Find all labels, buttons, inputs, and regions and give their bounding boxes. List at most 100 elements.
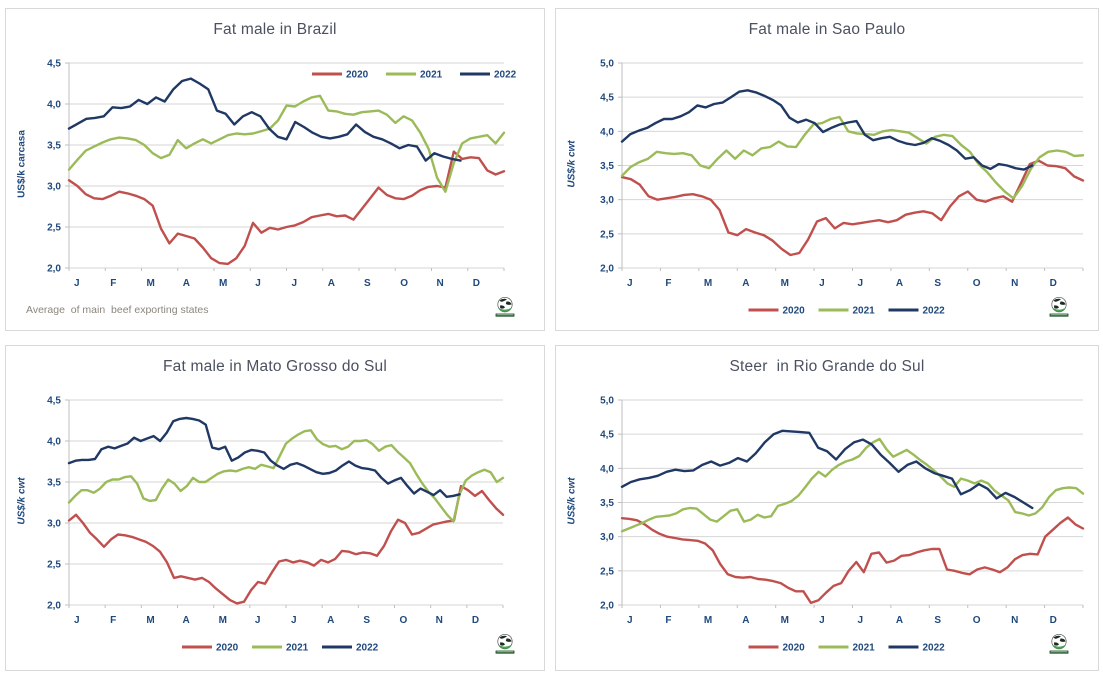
legend-label-2021: 2021 [420,70,443,81]
x-month-label: J [627,278,633,289]
series-line-2022 [67,416,461,499]
x-month-label: M [147,278,155,289]
x-month-label: J [291,615,297,626]
chart-panel-mato-grosso: Fat male in Mato Grosso do Sul US$/k cwt… [5,345,545,671]
series-line-2021 [620,437,1085,533]
chart-panel-rio-grande: Steer in Rio Grande do Sul US$/k cwt 5,0… [555,345,1099,671]
series-line-2021 [67,429,505,523]
x-month-label: M [146,615,154,626]
x-month-label: J [255,615,261,626]
chart-plot-brazil: 4,5 4,0 3,5 3,0 2,5 2,0 J F M A M J J A S O N D 2020 2021 20… [47,59,517,290]
legend-label-2020: 2020 [783,643,806,654]
x-month-label: J [292,278,298,289]
series-line-2021 [620,115,1085,200]
legend-label-2020: 2020 [216,643,239,654]
x-month-label: J [819,278,825,289]
y-tick-label: 4,0 [47,100,61,111]
y-tick-label: 2,5 [47,223,61,234]
y-tick-label: 2,5 [600,566,614,577]
x-month-label: S [364,278,371,289]
x-month-label: M [781,278,789,289]
chart-footnote: Average of main beef exporting states [26,304,209,316]
y-tick-label: 3,5 [600,498,614,509]
y-tick-label: 3,5 [47,478,61,489]
legend-label-2020: 2020 [783,306,806,317]
x-month-label: F [110,278,116,289]
x-month-label: J [819,615,825,626]
y-tick-label: 4,0 [600,127,614,138]
y-tick-label: 2,0 [47,601,61,612]
world-beef-globe-logo [1049,633,1069,654]
x-month-label: D [1050,278,1057,289]
x-month-label: J [74,615,80,626]
x-month-label: J [858,615,864,626]
y-tick-label: 3,0 [600,195,614,206]
x-month-label: N [1011,278,1018,289]
x-month-label: N [437,278,444,289]
y-tick-label: 5,0 [600,396,614,407]
y-tick-label: 2,5 [47,560,61,571]
y-tick-label: 3,5 [47,141,61,152]
legend-label-2021: 2021 [853,643,876,654]
x-month-label: D [1050,615,1057,626]
x-month-label: A [327,615,334,626]
world-beef-globe-logo [495,296,515,317]
x-month-label: J [627,615,633,626]
y-tick-label: 2,0 [600,601,614,612]
chart-title-brazil: Fat male in Brazil [213,21,337,38]
series-line-2020 [620,516,1085,605]
x-month-label: S [363,615,370,626]
y-tick-label: 4,5 [47,59,61,70]
x-month-label: J [255,278,261,289]
x-month-label: A [742,278,749,289]
y-tick-label: 4,5 [600,93,614,104]
x-month-label: O [973,615,981,626]
legend-label-2022: 2022 [494,70,517,81]
world-beef-globe-logo [1049,296,1069,317]
x-month-label: S [934,615,941,626]
x-month-label: D [473,278,480,289]
x-month-label: F [110,615,116,626]
y-tick-label: 2,5 [600,229,614,240]
x-month-label: A [328,278,335,289]
x-month-label: J [858,278,864,289]
chart-plot-sao-paulo: 5,0 4,5 4,0 3,5 3,0 2,5 2,0 J F M A M J J A S O N D 2020 202… [600,59,1085,317]
legend-label-2021: 2021 [853,306,876,317]
series-line-2020 [67,484,505,605]
y-tick-label: 2,0 [47,264,61,275]
x-month-label: A [183,615,190,626]
x-month-label: F [665,278,671,289]
x-month-label: A [742,615,749,626]
y-tick-label: 3,0 [600,532,614,543]
y-tick-label: 3,0 [47,519,61,530]
x-month-label: J [74,278,80,289]
chart-panel-sao-paulo: Fat male in Sao Paulo US$/k cwt 5,0 4,5 4,… [555,8,1099,331]
series-line-2022 [620,89,1034,171]
y-tick-label: 3,0 [47,182,61,193]
x-month-label: N [1011,615,1018,626]
x-month-label: A [183,278,190,289]
series-line-2021 [67,94,506,193]
x-month-label: N [436,615,443,626]
x-month-label: O [400,278,408,289]
x-month-label: M [219,615,227,626]
x-month-label: O [400,615,408,626]
y-tick-label: 5,0 [600,59,614,70]
x-month-label: M [781,615,789,626]
world-beef-globe-logo [495,633,515,654]
x-month-label: A [896,615,903,626]
legend-label-2020: 2020 [346,70,369,81]
chart-title-mato-grosso: Fat male in Mato Grosso do Sul [163,358,387,375]
x-month-label: M [704,278,712,289]
x-month-label: M [704,615,712,626]
series-line-2020 [67,150,506,266]
y-tick-label: 3,5 [600,161,614,172]
chart-title-sao-paulo: Fat male in Sao Paulo [748,21,906,38]
y-tick-label: 4,5 [47,396,61,407]
legend-label-2022: 2022 [356,643,379,654]
y-tick-label: 4,0 [600,464,614,475]
y-tick-label: 4,5 [600,430,614,441]
series-line-2022 [67,77,462,162]
legend-label-2021: 2021 [286,643,309,654]
